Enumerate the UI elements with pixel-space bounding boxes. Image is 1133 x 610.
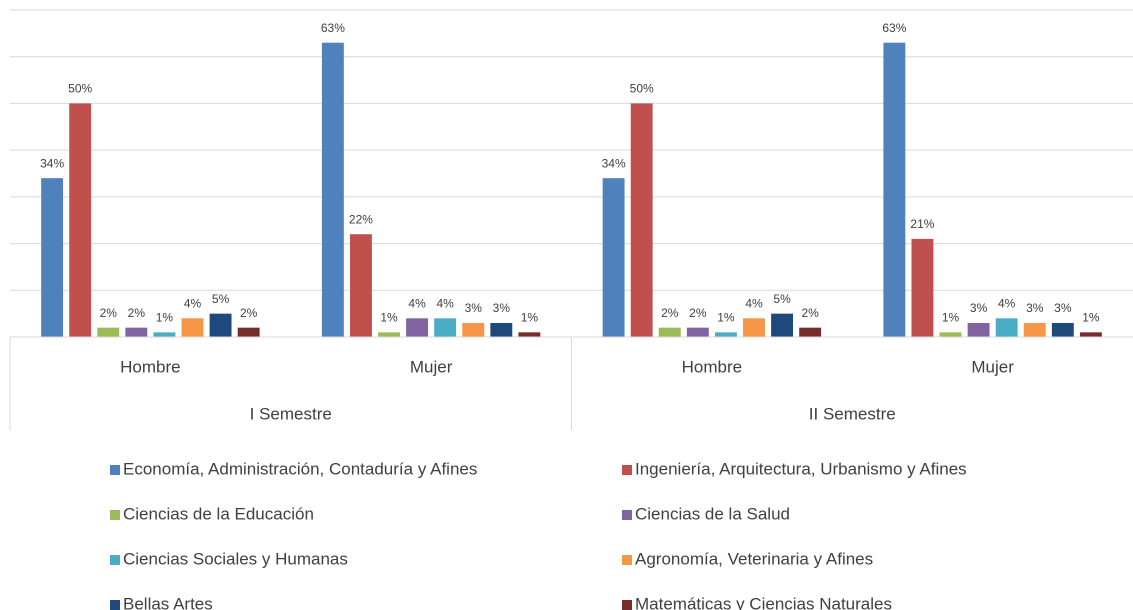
bar: [209, 313, 232, 337]
bar: [406, 318, 429, 337]
data-label: 4%: [184, 296, 202, 310]
bar: [771, 313, 794, 337]
legend-label: Matemáticas y Ciencias Naturales: [635, 594, 892, 610]
bar: [378, 332, 400, 337]
data-label: 4%: [408, 296, 426, 310]
data-label: 34%: [602, 156, 626, 170]
data-label: 3%: [493, 301, 511, 315]
bar: [658, 327, 681, 337]
data-label: 2%: [240, 306, 258, 320]
data-label: 3%: [1026, 301, 1044, 315]
bar: [743, 318, 765, 337]
bar: [41, 178, 64, 337]
bar: [321, 42, 344, 337]
legend-swatch: [110, 555, 120, 565]
bar: [69, 103, 92, 337]
bar: [434, 318, 457, 337]
data-label: 4%: [998, 296, 1016, 310]
legend-label: Bellas Artes: [123, 594, 213, 610]
data-label: 5%: [773, 292, 791, 306]
legend-swatch: [110, 465, 120, 475]
legend-label: Economía, Administración, Contaduría y A…: [123, 459, 477, 478]
bar: [602, 178, 625, 337]
legend-label: Ciencias Sociales y Humanas: [123, 549, 348, 568]
legend-swatch: [622, 510, 632, 520]
bar: [125, 327, 148, 337]
data-label: 3%: [970, 301, 988, 315]
data-label: 34%: [40, 156, 64, 170]
data-label: 1%: [1082, 311, 1100, 325]
bar: [799, 327, 822, 337]
x-tick-label: Hombre: [120, 357, 180, 376]
data-label: 63%: [321, 21, 345, 35]
bar: [462, 322, 485, 337]
legend-swatch: [622, 600, 632, 610]
group-label: II Semestre: [809, 404, 896, 423]
legend-swatch: [110, 510, 120, 520]
bar: [97, 327, 120, 337]
data-label: 3%: [1054, 301, 1072, 315]
data-label: 4%: [745, 296, 763, 310]
legend-swatch: [110, 600, 120, 610]
bar: [995, 318, 1018, 337]
data-label: 2%: [801, 306, 819, 320]
bar: [967, 322, 990, 337]
data-label: 1%: [521, 311, 539, 325]
bar: [686, 327, 709, 337]
data-label: 4%: [436, 296, 454, 310]
data-label: 50%: [68, 82, 92, 96]
data-label: 2%: [100, 306, 118, 320]
bar: [181, 318, 204, 337]
data-label: 1%: [942, 311, 960, 325]
bar: [883, 42, 906, 337]
bar: [1079, 332, 1102, 337]
bar: [911, 238, 934, 337]
bar: [153, 332, 176, 337]
data-label: 2%: [689, 306, 707, 320]
data-label: 2%: [128, 306, 146, 320]
legend-swatch: [622, 555, 632, 565]
bar: [518, 332, 541, 337]
x-tick-label: Hombre: [682, 357, 742, 376]
bar: [349, 234, 372, 337]
bar: [1023, 322, 1046, 337]
data-label: 1%: [717, 311, 735, 325]
data-label: 1%: [380, 311, 398, 325]
bar: [490, 322, 513, 337]
x-tick-label: Mujer: [410, 357, 453, 376]
bar: [237, 327, 260, 337]
data-label: 21%: [910, 217, 934, 231]
data-label: 2%: [661, 306, 679, 320]
legend-label: Agronomía, Veterinaria y Afines: [635, 549, 873, 568]
bar: [714, 332, 737, 337]
legend-label: Ingeniería, Arquitectura, Urbanismo y Af…: [635, 459, 967, 478]
data-label: 5%: [212, 292, 230, 306]
data-label: 1%: [156, 311, 174, 325]
legend-swatch: [622, 465, 632, 475]
data-label: 22%: [349, 212, 373, 226]
data-label: 3%: [465, 301, 483, 315]
bar: [1051, 322, 1074, 337]
legend-label: Ciencias de la Educación: [123, 504, 314, 523]
legend-label: Ciencias de la Salud: [635, 504, 790, 523]
bar: [630, 103, 653, 337]
bar: [939, 332, 962, 337]
data-label: 50%: [630, 82, 654, 96]
group-label: I Semestre: [250, 404, 332, 423]
x-tick-label: Mujer: [971, 357, 1014, 376]
data-label: 63%: [882, 21, 906, 35]
